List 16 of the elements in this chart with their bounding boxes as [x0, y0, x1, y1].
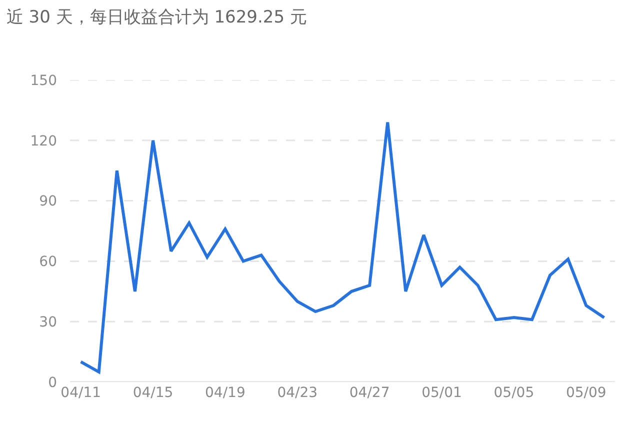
x-tick-label: 05/05	[494, 385, 534, 401]
y-tick-label: 150	[30, 72, 57, 89]
x-tick-label: 04/23	[277, 385, 318, 401]
y-tick-label: 120	[30, 133, 57, 150]
y-tick-label: 0	[48, 374, 57, 391]
x-tick-label: 04/11	[60, 385, 102, 401]
chart-title: 近 30 天，每日收益合计为 1629.25 元	[6, 8, 307, 28]
x-tick-label: 04/19	[205, 385, 246, 401]
x-tick-label: 04/15	[132, 385, 174, 401]
x-tick-label: 05/01	[422, 385, 462, 401]
x-tick-label: 04/27	[349, 385, 390, 401]
y-tick-label: 90	[39, 194, 57, 210]
y-tick-label: 30	[39, 314, 57, 330]
y-tick-label: 60	[39, 254, 57, 270]
line-series	[79, 120, 606, 374]
x-tick-label: 05/09	[566, 385, 606, 401]
